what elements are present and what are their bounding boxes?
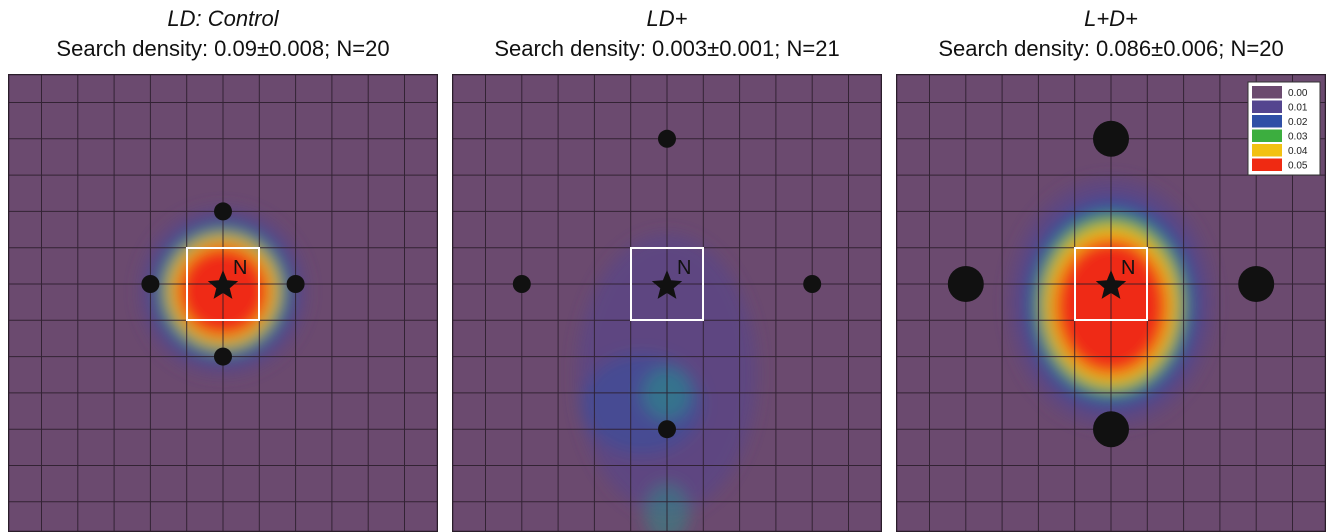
nest-star-icon xyxy=(207,270,239,299)
heatmap-svg: N xyxy=(452,74,882,532)
landmark-marker xyxy=(141,275,160,293)
legend-swatch xyxy=(1252,86,1282,99)
panel-ld-plus: LD+ Search density: 0.003±0.001; N=21 N xyxy=(452,0,882,532)
landmark-marker xyxy=(214,347,232,366)
landmark-marker xyxy=(512,275,531,293)
nest-box xyxy=(186,247,260,321)
landmark-marker xyxy=(286,275,305,293)
legend: 0.00 0.01 0.02 0.03 0.04 0.05 xyxy=(1247,81,1321,176)
landmark-marker xyxy=(214,202,232,221)
nest-box xyxy=(630,247,704,321)
panel-subtitle: Search density: 0.09±0.008; N=20 xyxy=(56,36,390,61)
legend-label: 0.00 xyxy=(1288,88,1308,99)
heatmap-plot: N xyxy=(8,74,438,532)
nest-label: N xyxy=(233,257,247,279)
landmark-marker xyxy=(803,275,822,293)
landmark-marker xyxy=(1238,266,1275,302)
heatmap-plot: N 0.00 0.01 0.02 0.03 0.04 0.05 xyxy=(896,74,1326,532)
panel-ld-control: LD: Control Search density: 0.09±0.008; … xyxy=(8,0,438,532)
nest-star-icon xyxy=(651,270,683,299)
heatmap-svg: N 0.00 0.01 0.02 0.03 0.04 0.05 xyxy=(896,74,1326,532)
nest-box xyxy=(1074,247,1148,321)
legend-label: 0.03 xyxy=(1288,132,1308,143)
landmark-marker xyxy=(1093,120,1129,157)
legend-swatch xyxy=(1252,158,1282,171)
heatmap-svg: N xyxy=(8,74,438,532)
nest-star-icon xyxy=(1095,270,1127,299)
legend-swatch xyxy=(1252,100,1282,113)
legend-label: 0.04 xyxy=(1288,146,1308,157)
panel-subtitle: Search density: 0.003±0.001; N=21 xyxy=(494,36,840,61)
heatmap-plot: N xyxy=(452,74,882,532)
legend-label: 0.02 xyxy=(1288,117,1308,128)
landmark-marker xyxy=(1093,411,1129,448)
legend-swatch xyxy=(1252,129,1282,142)
landmark-marker xyxy=(658,420,676,439)
panel-subtitle: Search density: 0.086±0.006; N=20 xyxy=(938,36,1284,61)
panel-title: L+D+ xyxy=(1084,6,1138,31)
panel-title: LD+ xyxy=(646,6,688,31)
landmark-marker xyxy=(947,266,984,302)
panel-l-plus-d-plus: L+D+ Search density: 0.086±0.006; N=20 N… xyxy=(896,0,1326,532)
legend-label: 0.05 xyxy=(1288,161,1308,172)
nest-label: N xyxy=(677,257,691,279)
legend-swatch xyxy=(1252,144,1282,157)
landmark-marker xyxy=(658,129,676,148)
legend-swatch xyxy=(1252,115,1282,128)
panel-title: LD: Control xyxy=(167,6,279,31)
legend-label: 0.01 xyxy=(1288,103,1308,114)
nest-label: N xyxy=(1121,257,1135,279)
